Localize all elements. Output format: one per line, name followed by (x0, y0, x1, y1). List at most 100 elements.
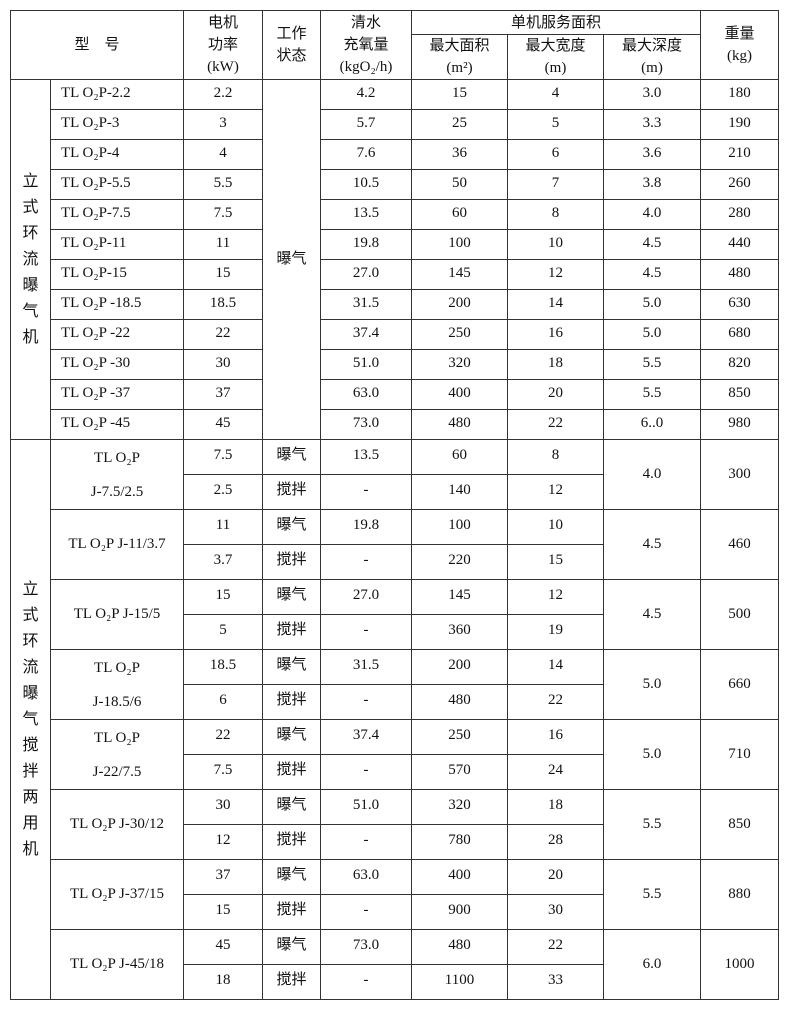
weight-cell: 710 (700, 719, 779, 790)
oxygen-cell: - (320, 544, 412, 580)
power-cell: 18.5 (183, 289, 263, 320)
depth-cell: 4.5 (603, 579, 701, 650)
oxygen-cell: - (320, 964, 412, 1000)
depth-cell: 5.5 (603, 379, 701, 410)
width-cell: 10 (507, 509, 604, 545)
model-cell: TL O₂P J-30/12 (50, 789, 184, 860)
width-cell: 12 (507, 579, 604, 615)
width-cell: 18 (507, 789, 604, 825)
power-cell: 7.5 (183, 754, 263, 790)
oxygen-cell: 5.7 (320, 109, 412, 140)
table-row: TL O₂P-11 11 19.8 100 10 4.5 440 (11, 229, 779, 260)
header-power: 电机 功率 (kW) (183, 10, 263, 80)
table-row: TL O₂P J-18.5/6 18.5 曝气 31.5 200 14 5.0 660 (11, 649, 779, 720)
width-cell: 20 (507, 379, 604, 410)
depth-cell: 5.5 (603, 859, 701, 930)
width-cell: 14 (507, 649, 604, 685)
power-cell: 11 (183, 509, 263, 545)
state-cell: 曝气 (262, 789, 321, 825)
table-row: TL O₂P -45 45 73.0 480 22 6..0 980 (11, 409, 779, 440)
depth-cell: 5.0 (603, 289, 701, 320)
table-row: TL O₂P-15 15 27.0 145 12 4.5 480 (11, 259, 779, 290)
power-cell: 6 (183, 684, 263, 720)
weight-cell: 850 (700, 379, 779, 410)
oxygen-cell: 63.0 (320, 379, 412, 410)
width-cell: 10 (507, 229, 604, 260)
model-cell: TL O₂P J-7.5/2.5 (50, 439, 184, 510)
model-cell: TL O₂P -37 (50, 379, 184, 410)
width-cell: 12 (507, 259, 604, 290)
table-row: 立式环流曝气搅拌两用机 TL O₂P J-7.5/2.5 7.5 曝气 13.5 60 8 4.… (10, 439, 779, 1000)
area-cell: 360 (411, 614, 508, 650)
spec-table: 型 号 电机 功率 (kW) 工作 状态 清水 充氧量 (kgO₂/h) 单机服务面积 重… (10, 10, 779, 1000)
depth-cell: 5.5 (603, 349, 701, 380)
power-cell: 22 (183, 719, 263, 755)
state-cell: 曝气 (262, 649, 321, 685)
state-cell: 曝气 (262, 929, 321, 965)
width-cell: 22 (507, 409, 604, 440)
area-cell: 400 (411, 859, 508, 895)
oxygen-cell: - (320, 824, 412, 860)
area-cell: 250 (411, 319, 508, 350)
oxygen-cell: 7.6 (320, 139, 412, 170)
width-cell: 22 (507, 684, 604, 720)
model-cell: TL O₂P-7.5 (50, 199, 184, 230)
model-cell: TL O₂P-2.2 (50, 79, 184, 110)
oxygen-cell: 13.5 (320, 439, 412, 475)
weight-cell: 820 (700, 349, 779, 380)
power-cell: 18 (183, 964, 263, 1000)
table-row: 18 搅拌 -1100 33 (11, 964, 779, 1000)
area-cell: 25 (411, 109, 508, 140)
area-cell: 220 (411, 544, 508, 580)
model-cell: TL O₂P-5.5 (50, 169, 184, 200)
state-cell: 曝气 (262, 719, 321, 755)
table-row: 7.5 搅拌 -570 24 (11, 754, 779, 790)
depth-cell: 5.5 (603, 789, 701, 860)
area-cell: 60 (411, 439, 508, 475)
table-row: TL O₂P J-22/7.5 22 曝气 37.4 250 16 5.0 710 (11, 719, 779, 790)
header-max-depth: 最大深度 (m) (603, 34, 701, 80)
oxygen-cell: 51.0 (320, 789, 412, 825)
weight-cell: 190 (700, 109, 779, 140)
power-cell: 7.5 (183, 199, 263, 230)
power-cell: 2.5 (183, 474, 263, 510)
area-cell: 60 (411, 199, 508, 230)
area-cell: 36 (411, 139, 508, 170)
table-row: TL O₂P J-37/15 37 曝气 63.0 400 20 5.5 880 (11, 859, 779, 930)
header-max-area: 最大面积 (m²) (411, 34, 508, 80)
weight-cell: 980 (700, 409, 779, 440)
table-row: TL O₂P-5.5 5.5 10.5 50 7 3.8 260 (11, 169, 779, 200)
depth-cell: 5.0 (603, 649, 701, 720)
model-cell: TL O₂P-15 (50, 259, 184, 290)
power-cell: 12 (183, 824, 263, 860)
power-cell: 2.2 (183, 79, 263, 110)
header-model: 型 号 (10, 10, 184, 80)
area-cell: 145 (411, 579, 508, 615)
model-cell: TL O₂P -45 (50, 409, 184, 440)
depth-cell: 3.3 (603, 109, 701, 140)
area-cell: 140 (411, 474, 508, 510)
table-row: 6 搅拌 -480 22 (11, 684, 779, 720)
weight-cell: 460 (700, 509, 779, 580)
model-cell: TL O₂P -22 (50, 319, 184, 350)
area-cell: 15 (411, 79, 508, 110)
table-row: TL O₂P J-45/18 45 曝气 73.0 480 22 6.0 1000 (11, 929, 779, 1000)
model-cell: TL O₂P -18.5 (50, 289, 184, 320)
weight-cell: 260 (700, 169, 779, 200)
power-cell: 37 (183, 379, 263, 410)
table-row: TL O₂P J-30/12 30 曝气 51.0 320 18 5.5 850 (11, 789, 779, 860)
weight-cell: 630 (700, 289, 779, 320)
power-cell: 15 (183, 894, 263, 930)
width-cell: 14 (507, 289, 604, 320)
state-cell: 曝气 (262, 859, 321, 895)
weight-cell: 440 (700, 229, 779, 260)
depth-cell: 4.5 (603, 229, 701, 260)
weight-cell: 300 (700, 439, 779, 510)
width-cell: 15 (507, 544, 604, 580)
model-cell: TL O₂P J-37/15 (50, 859, 184, 930)
oxygen-cell: - (320, 474, 412, 510)
weight-cell: 850 (700, 789, 779, 860)
power-cell: 37 (183, 859, 263, 895)
oxygen-cell: 13.5 (320, 199, 412, 230)
area-cell: 200 (411, 289, 508, 320)
